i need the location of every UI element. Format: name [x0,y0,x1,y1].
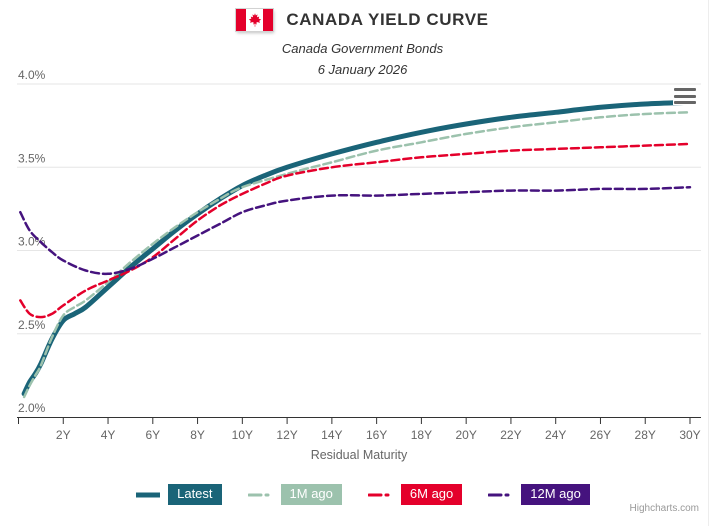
series-line-6m-ago[interactable] [19,142,692,319]
x-axis-label: 30Y [679,428,700,442]
legend-item-6m-ago[interactable]: 6M ago [367,484,463,505]
flag-center [246,9,263,31]
flag-right-bar [263,9,274,31]
x-axis-label: 20Y [455,428,476,442]
x-axis-label: 2Y [56,428,71,442]
legend-line-sample-icon [367,493,394,496]
legend-label: 1M ago [280,484,342,505]
x-axis-label: 18Y [411,428,432,442]
legend-item-12m-ago[interactable]: 12M ago [488,484,590,505]
y-axis-label: 2.0% [18,401,46,415]
menu-bar [674,94,696,98]
series-line-1m-ago[interactable] [22,111,692,399]
legend-line-sample-icon [136,492,161,497]
y-axis-label: 2.5% [18,318,46,332]
chart-date: 6 January 2026 [317,62,408,77]
x-axis-label: 26Y [590,428,611,442]
x-axis-label: 8Y [190,428,205,442]
chart-title: CANADA YIELD CURVE [286,10,489,29]
menu-bar [674,88,696,91]
x-axis-label: 4Y [101,428,116,442]
y-axis-label: 4.0% [18,68,46,82]
series-line-latest[interactable] [21,99,693,397]
flag-left-bar [236,9,247,31]
series-line-12m-ago[interactable] [19,185,692,276]
maple-leaf-icon [248,13,262,27]
chart-header: CANADA YIELD CURVE Canada Government Bon… [0,6,725,77]
x-axis-title: Residual Maturity [310,448,408,462]
canada-flag-icon [236,9,274,31]
legend-line-sample-icon [247,493,274,496]
legend-label: 6M ago [400,484,463,505]
legend-line-sample-icon [488,493,515,496]
x-axis-label: 16Y [366,428,387,442]
menu-bar [674,101,696,104]
chart-context-menu-button[interactable] [673,87,697,105]
x-axis-label: 6Y [145,428,160,442]
x-axis-label: 14Y [321,428,342,442]
y-axis-label: 3.0% [18,235,46,249]
legend: Latest 1M ago 6M ago 12M ago [0,484,725,505]
legend-label: 12M ago [521,484,590,505]
page-edge-divider [708,0,709,526]
x-axis-label: 28Y [635,428,656,442]
legend-item-1m-ago[interactable]: 1M ago [247,484,342,505]
x-axis-label: 22Y [500,428,521,442]
highcharts-credit-link[interactable]: Highcharts.com [629,503,699,514]
y-axis-label: 3.5% [18,151,46,165]
x-axis-label: 10Y [232,428,253,442]
legend-item-latest[interactable]: Latest [135,484,222,505]
x-axis-label: 24Y [545,428,566,442]
chart-subtitle: Canada Government Bonds [281,41,444,56]
x-axis-label: 12Y [276,428,297,442]
legend-label: Latest [168,484,222,505]
